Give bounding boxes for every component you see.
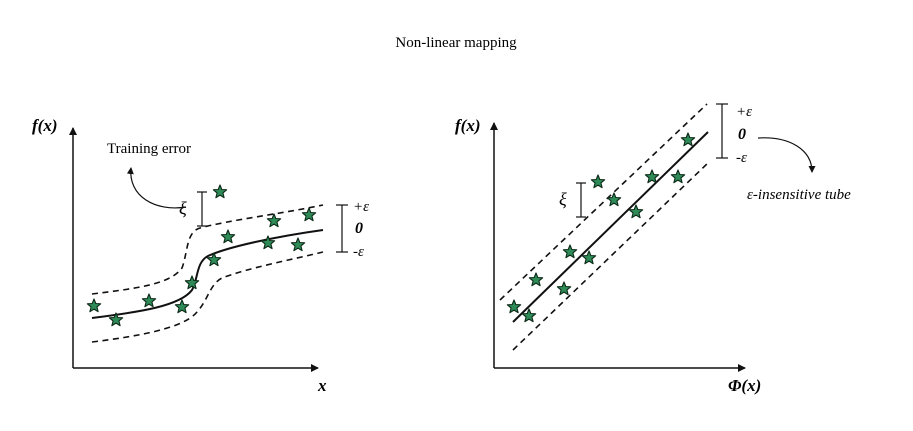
left-regression-curve: [91, 229, 324, 319]
right-panel: f(x) Φ(x) +ε 0 -ε ξ ε-insensitive tube: [455, 103, 851, 395]
left-data-star: [260, 235, 276, 250]
epsilon-insensitive-tube-label: ε-insensitive tube: [747, 187, 851, 203]
left-panel: f(x) x +ε 0 -ε ξ Training error: [32, 116, 369, 395]
right-x-axis-label: Φ(x): [728, 376, 761, 395]
right-minus-epsilon: -ε: [736, 150, 747, 166]
tube-label-arrow: [757, 137, 816, 173]
right-data-star: [556, 281, 572, 296]
left-data-star: [301, 207, 317, 222]
right-lower-tube-boundary: [512, 161, 710, 351]
right-zero: 0: [738, 126, 746, 143]
right-data-star: [521, 308, 537, 323]
figure-title: Non-linear mapping: [395, 35, 517, 51]
right-epsilon-bracket: [716, 103, 728, 159]
left-data-star: [220, 229, 236, 244]
right-regression-line: [512, 131, 709, 323]
left-data-star: [266, 213, 282, 228]
left-minus-epsilon: -ε: [353, 244, 364, 260]
left-y-axis-label: f(x): [32, 116, 57, 135]
right-data-star: [628, 204, 644, 219]
left-zero: 0: [355, 220, 363, 237]
right-y-axis-label: f(x): [455, 116, 480, 135]
left-xi-bracket: [197, 191, 207, 227]
left-plus-epsilon: +ε: [353, 199, 369, 215]
left-data-points: [86, 184, 317, 327]
right-xi-symbol: ξ: [559, 189, 567, 209]
training-error-label: Training error: [107, 141, 191, 157]
right-upper-tube-boundary: [499, 103, 708, 301]
right-data-star: [670, 169, 686, 184]
right-plus-epsilon: +ε: [736, 104, 752, 120]
left-data-star: [174, 299, 190, 314]
left-data-star: [206, 252, 222, 267]
left-lower-tube-boundary: [91, 251, 324, 343]
right-data-star: [562, 244, 578, 259]
left-data-star: [108, 312, 124, 327]
training-error-arrow: [126, 167, 187, 209]
left-data-star: [212, 184, 228, 199]
right-data-star: [606, 192, 622, 207]
right-data-star: [528, 272, 544, 287]
left-data-star: [141, 293, 157, 308]
right-data-star: [581, 250, 597, 265]
left-data-star: [290, 237, 306, 252]
right-data-star: [680, 132, 696, 147]
left-epsilon-bracket: [336, 204, 348, 253]
left-upper-tube-boundary: [91, 204, 324, 295]
left-data-star: [86, 298, 102, 313]
tube-label-text: ε-insensitive tube: [747, 187, 851, 203]
right-xi-bracket: [576, 182, 586, 218]
right-data-star: [644, 169, 660, 184]
right-data-star: [590, 174, 606, 189]
right-data-points: [506, 132, 696, 323]
left-x-axis-label: x: [317, 376, 327, 395]
right-data-star: [506, 299, 522, 314]
left-data-star: [184, 275, 200, 290]
